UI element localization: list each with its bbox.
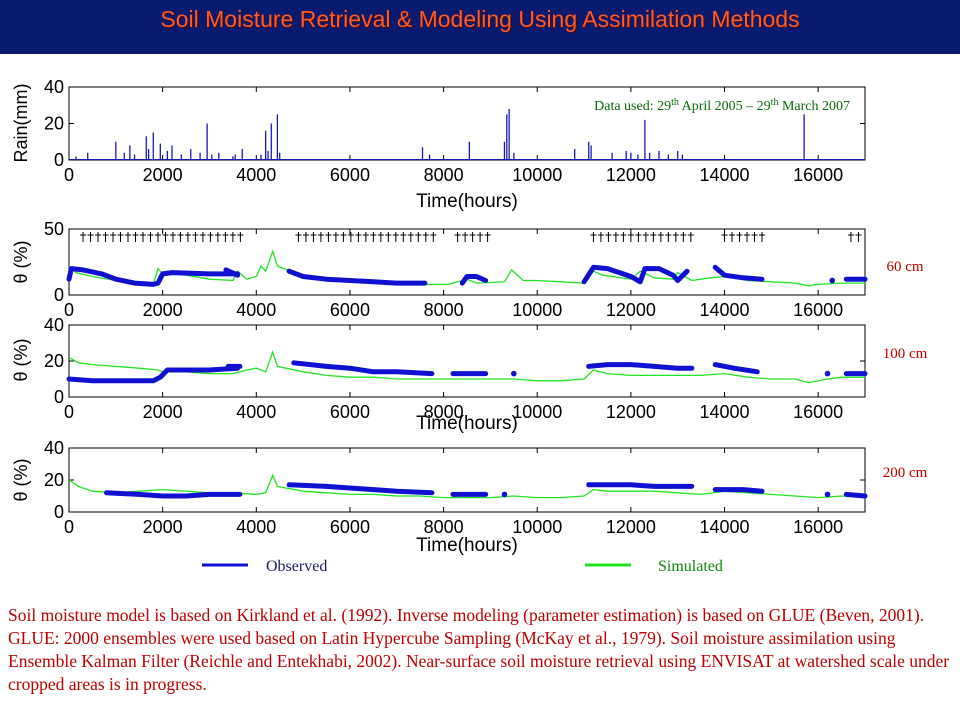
- simulated-series-line: [68, 473, 866, 499]
- x-tick-label: 2000: [143, 402, 183, 422]
- caption-text: Soil moisture model is based on Kirkland…: [8, 605, 950, 694]
- title-bar: Soil Moisture Retrieval & Modeling Using…: [0, 0, 960, 54]
- x-tick-label: 10000: [512, 517, 562, 537]
- y-axis-label: θ (%): [11, 240, 31, 283]
- x-axis-label: Time(hours): [416, 413, 518, 434]
- depth-label: 200 cm: [883, 465, 928, 481]
- x-tick-label: 14000: [699, 165, 749, 185]
- observed-series-line: [712, 487, 765, 494]
- observed-point: [824, 491, 831, 498]
- plot-frame: [68, 228, 866, 296]
- x-tick-label: 0: [64, 402, 74, 422]
- observed-series-line: [712, 362, 760, 375]
- observed-series-line: [286, 268, 428, 286]
- plot-frame: [68, 324, 866, 398]
- legend-simulated-label: Simulated: [658, 558, 723, 575]
- x-tick-label: 8000: [424, 300, 464, 320]
- x-tick-label: 12000: [606, 165, 656, 185]
- x-tick-label: 2000: [143, 517, 183, 537]
- observed-point: [511, 370, 517, 377]
- x-tick-label: 4000: [236, 300, 276, 320]
- x-tick-label: 8000: [424, 165, 464, 185]
- plot-frame: [68, 86, 866, 161]
- chart-panel-2: 0 2000 4000 6000 8000 10000 12000 14000 16000 0 50…: [11, 219, 924, 320]
- x-tick-label: 4000: [236, 517, 276, 537]
- depth-label: 60 cm: [886, 259, 923, 275]
- y-tick-label: 0: [54, 502, 64, 522]
- x-tick-label: 16000: [793, 517, 843, 537]
- plot-frame: [68, 447, 866, 513]
- observed-series-line: [459, 274, 489, 286]
- chart-panel-4: 0 2000 4000 6000 8000 10000 12000 14000 16000 0 20…: [11, 438, 928, 556]
- x-tick-label: 6000: [330, 517, 370, 537]
- x-tick-label: 16000: [793, 300, 843, 320]
- x-tick-label: 12000: [606, 402, 656, 422]
- x-tick-label: 6000: [330, 402, 370, 422]
- x-axis-label: Time(hours): [416, 535, 518, 556]
- x-tick-label: 8000: [424, 517, 464, 537]
- x-tick-label: 12000: [606, 517, 656, 537]
- x-tick-label: 2000: [143, 300, 183, 320]
- observed-series-line: [104, 490, 243, 499]
- legend: Observed Simulated: [202, 558, 723, 575]
- x-tick-label: 0: [64, 517, 74, 537]
- x-axis-label: Time(hours): [416, 191, 518, 212]
- y-tick-label: 0: [54, 285, 64, 305]
- data-period-annotation: Data used: 29th April 2005 – 29th March …: [594, 97, 850, 114]
- x-tick-label: 14000: [699, 517, 749, 537]
- x-tick-label: 2000: [143, 165, 183, 185]
- observed-series-line: [843, 491, 868, 499]
- observed-series-line: [586, 482, 695, 489]
- x-tick-label: 8000: [424, 402, 464, 422]
- x-tick-label: 16000: [793, 402, 843, 422]
- y-tick-label: 20: [44, 114, 64, 134]
- observed-series-line: [66, 365, 241, 384]
- observed-series-line: [286, 482, 435, 496]
- y-tick-label: 20: [44, 470, 64, 490]
- caption: Soil moisture model is based on Kirkland…: [8, 604, 953, 696]
- observed-series-line: [586, 362, 695, 371]
- y-tick-label: 50: [44, 219, 64, 239]
- y-tick-label: 20: [44, 351, 64, 371]
- x-tick-label: 10000: [512, 402, 562, 422]
- y-tick-label: 40: [44, 438, 64, 458]
- observed-series-line: [291, 360, 435, 377]
- observed-series-line: [712, 264, 765, 282]
- page-title: Soil Moisture Retrieval & Modeling Using…: [160, 6, 800, 32]
- x-tick-label: 10000: [512, 300, 562, 320]
- y-tick-label: 40: [44, 315, 64, 335]
- y-axis-label: Rain(mm): [11, 84, 31, 163]
- x-tick-label: 14000: [699, 300, 749, 320]
- y-tick-label: 0: [54, 150, 64, 170]
- observed-point: [824, 370, 831, 377]
- legend-observed-label: Observed: [266, 558, 327, 575]
- chart-panel-3: 0 2000 4000 6000 8000 10000 12000 14000 16000 0 20…: [11, 315, 928, 434]
- y-axis-label: θ (%): [11, 338, 31, 381]
- x-tick-label: 6000: [330, 165, 370, 185]
- chart-panel-1: 0 2000 4000 6000 8000 10000 12000 14000 16000 0 20…: [11, 77, 866, 212]
- y-tick-label: 40: [44, 77, 64, 97]
- x-tick-label: 0: [64, 165, 74, 185]
- observed-point: [501, 491, 508, 498]
- observed-point: [829, 277, 836, 284]
- observed-series-line: [581, 264, 690, 285]
- observed-series-line: [223, 267, 241, 278]
- depth-label: 100 cm: [883, 346, 928, 362]
- x-tick-label: 4000: [236, 402, 276, 422]
- y-tick-label: 0: [54, 387, 64, 407]
- y-axis-label: θ (%): [11, 458, 31, 501]
- x-tick-label: 4000: [236, 165, 276, 185]
- x-tick-label: 12000: [606, 300, 656, 320]
- observed-series-line: [66, 266, 241, 287]
- x-tick-label: 16000: [793, 165, 843, 185]
- simulated-series-line: [68, 349, 865, 384]
- x-tick-label: 14000: [699, 402, 749, 422]
- x-tick-label: 6000: [330, 300, 370, 320]
- x-tick-label: 0: [64, 300, 74, 320]
- x-tick-label: 10000: [512, 165, 562, 185]
